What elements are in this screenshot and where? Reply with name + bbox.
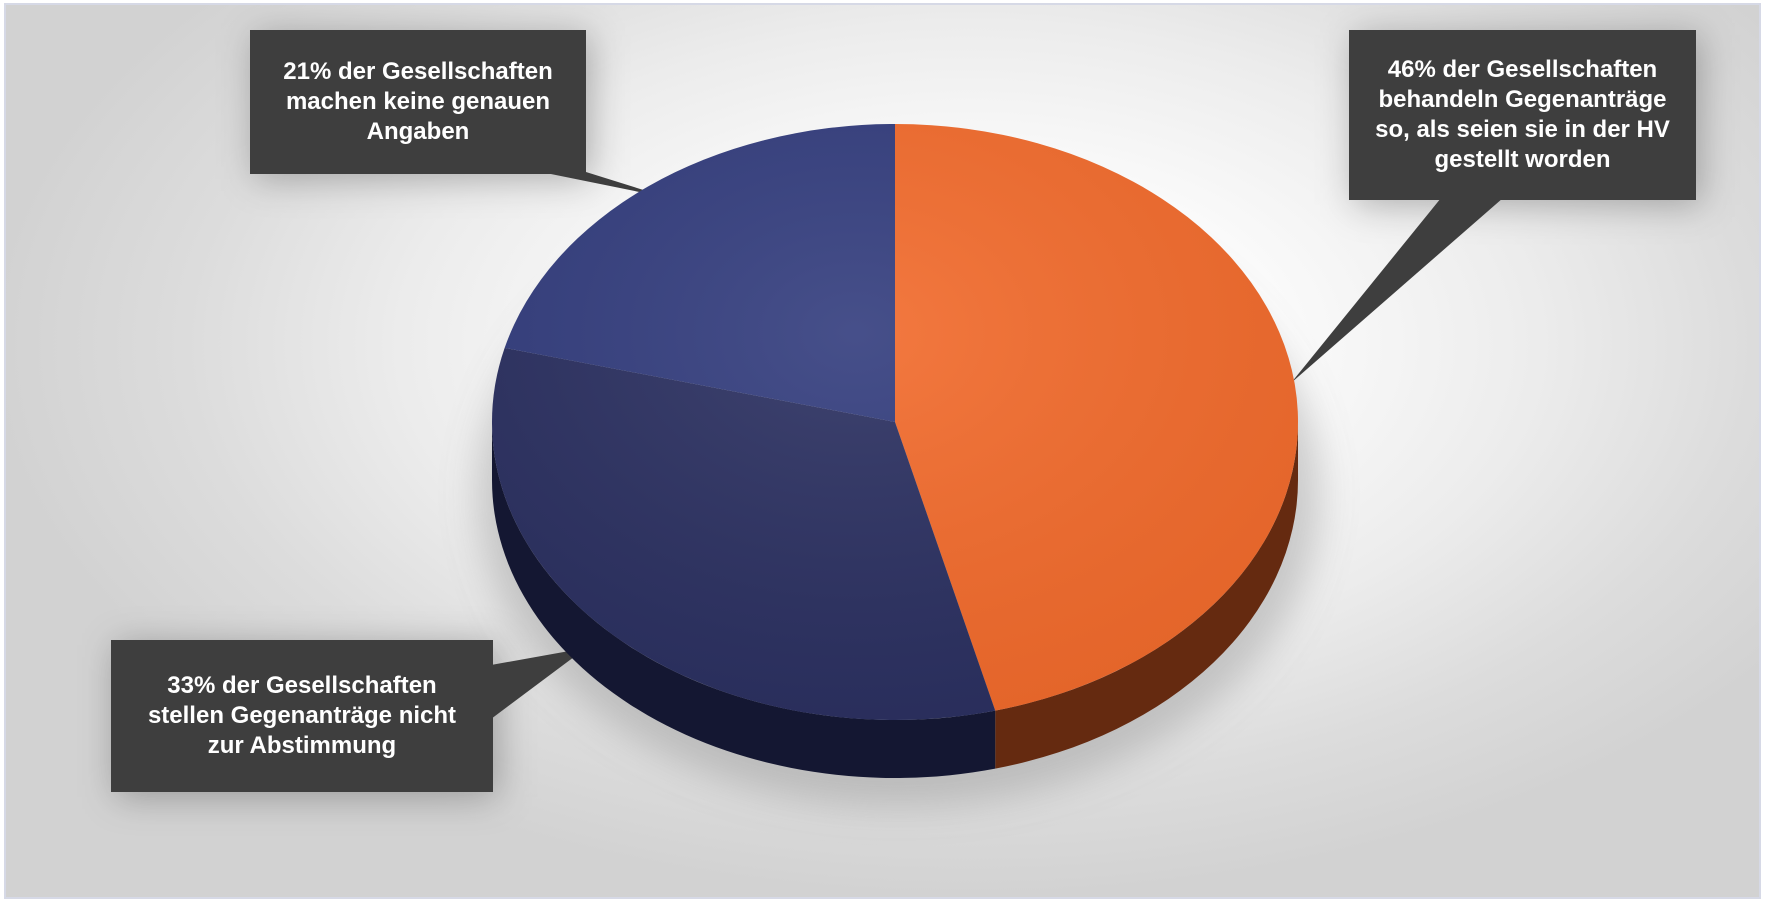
callout-pointer-46 — [1291, 198, 1503, 383]
callout-box-46 — [1349, 30, 1696, 200]
slice-label-21: 21% der Gesellschaften machen keine gena… — [283, 58, 553, 145]
slice-label-46: 46% der Gesellschaften behandeln Gegenan… — [1375, 56, 1670, 173]
slice-label-33: 33% der Gesellschaften stellen Gegenantr… — [147, 672, 457, 759]
callout-box-33 — [111, 640, 493, 792]
